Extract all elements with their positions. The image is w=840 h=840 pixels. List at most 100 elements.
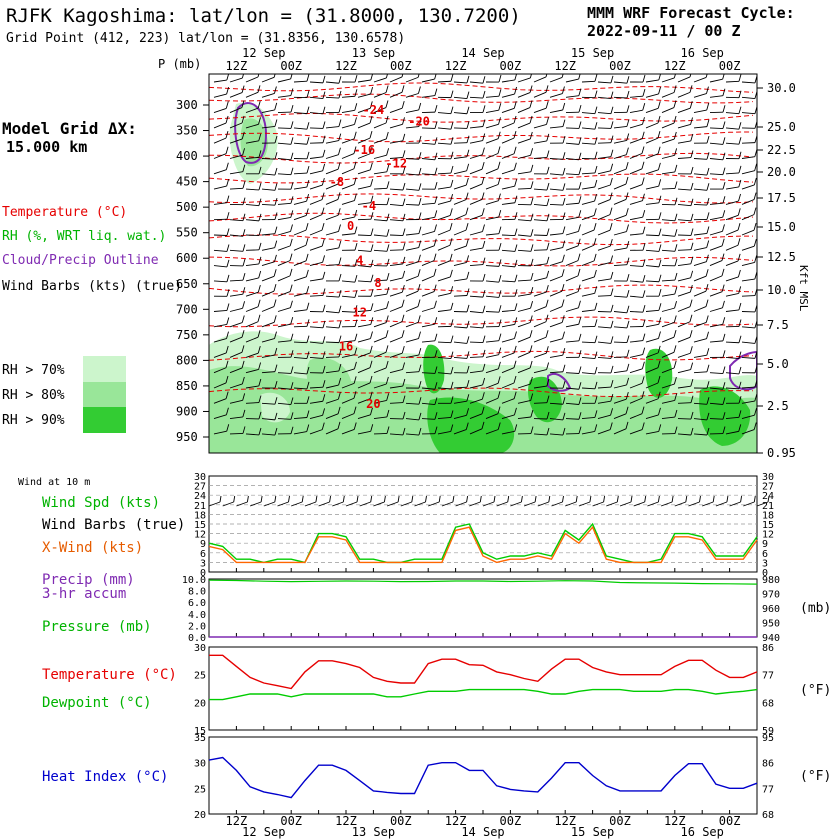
wind-barb-shaft xyxy=(213,93,227,98)
wind-barb-flag xyxy=(738,122,742,130)
wind-barb-flag xyxy=(562,152,566,160)
wind-barb-shaft xyxy=(565,323,579,328)
wind-barb-shaft xyxy=(741,356,755,359)
wind-barb-shaft xyxy=(517,187,532,190)
wind-barb-flag xyxy=(386,181,390,189)
top-tick-label: 12Z xyxy=(664,59,686,73)
wind-barb-flag xyxy=(578,397,582,405)
wind-barb-shaft xyxy=(277,142,291,145)
wind-barb-flag xyxy=(738,319,742,327)
wind-barb-flag xyxy=(562,412,566,421)
wind-barb-shaft xyxy=(421,323,435,328)
wind-barb-flag xyxy=(513,391,517,399)
wind-barb-shaft xyxy=(725,112,739,115)
wind-barb-shaft xyxy=(549,290,563,297)
left-tick-label: 3 xyxy=(200,558,206,569)
wind-barb-shaft xyxy=(693,290,707,297)
wind-barb-shaft xyxy=(709,95,723,98)
wind-barb-flag xyxy=(306,179,310,188)
wind-barb-flag xyxy=(306,396,310,404)
wind-barb-flag xyxy=(450,335,454,343)
wind-barb-shaft xyxy=(501,185,515,190)
wind-barb-flag xyxy=(418,152,422,160)
wind-barb-flag xyxy=(722,181,726,190)
wind-barb-flag xyxy=(226,331,229,339)
wind-barb-flag xyxy=(434,182,438,190)
wind-barb-flag xyxy=(305,223,309,231)
wind-barb-flag xyxy=(402,270,406,279)
wind-barb-shaft xyxy=(597,326,611,329)
wind-barb-shaft xyxy=(373,351,387,358)
wind-barb-flag xyxy=(561,254,565,262)
wind-barb-shaft xyxy=(405,233,419,236)
wind-barb-shaft xyxy=(453,127,468,129)
wind-barb-shaft xyxy=(261,354,275,358)
wind-barb-shaft xyxy=(309,214,323,221)
right-tick-label: 77 xyxy=(762,671,774,682)
wind-barb-flag xyxy=(610,255,614,263)
wind-barb-flag xyxy=(306,106,310,114)
wind-barb-flag xyxy=(657,375,661,384)
wind-barb-flag xyxy=(514,195,518,203)
wind-barb-shaft xyxy=(517,351,531,358)
wind-barb-shaft xyxy=(485,397,499,404)
bottom-tick-label: 12Z xyxy=(335,814,357,828)
wind-barb-shaft xyxy=(389,402,404,404)
wind-barb-shaft xyxy=(677,203,691,207)
wind-barb-flag xyxy=(417,284,421,292)
wind-barb-shaft xyxy=(309,261,323,267)
wind-barb-flag xyxy=(225,131,229,139)
wind-barb-shaft xyxy=(645,414,659,420)
wind-barb-shaft xyxy=(565,418,580,420)
wind-barb-shaft xyxy=(229,219,243,222)
wind-barb-shaft xyxy=(709,323,723,328)
wind-barb-flag xyxy=(242,181,246,189)
wind-barb-shaft xyxy=(661,383,675,389)
wind-barb-flag xyxy=(626,349,630,357)
bottom-tick-label: 12Z xyxy=(664,814,686,828)
wind-barb-10m-flag xyxy=(411,495,414,503)
wind-barb-10m xyxy=(688,501,700,507)
wind-barb-flag xyxy=(450,179,454,188)
wind-barb-flag xyxy=(754,255,757,263)
wind-barb-flag xyxy=(385,360,389,369)
wind-barb-flag xyxy=(322,320,326,328)
wind-barb-flag xyxy=(338,119,342,127)
wind-barb-shaft xyxy=(485,413,499,420)
wind-barb-flag xyxy=(386,287,390,295)
wind-barb-flag xyxy=(578,333,582,341)
wind-barb-10m-flag xyxy=(575,495,578,503)
wind-barb-flag xyxy=(610,394,614,402)
wind-barb-shaft xyxy=(485,95,499,98)
wind-barb-flag xyxy=(562,348,566,356)
wind-barb-flag xyxy=(306,351,310,359)
wind-barb-shaft xyxy=(629,413,643,420)
wind-barb-shaft xyxy=(325,168,339,175)
wind-barb-shaft xyxy=(613,247,627,251)
wind-barb-flag xyxy=(273,299,277,307)
wind-barb-shaft xyxy=(597,262,611,267)
left-tick-label: 18 xyxy=(194,510,206,521)
wind-barb-shaft xyxy=(709,202,723,205)
wind-barb-shaft xyxy=(613,125,627,129)
wind-barb-shaft xyxy=(533,277,547,282)
wind-barb-shaft xyxy=(677,336,691,343)
wind-barb-flag xyxy=(658,407,661,416)
wind-barb-shaft xyxy=(245,402,260,404)
wind-barb-flag xyxy=(289,268,293,276)
wind-barb-shaft xyxy=(373,416,387,420)
wind-barb-flag xyxy=(257,285,261,293)
wind-barb-shaft xyxy=(437,186,451,190)
wind-barb-shaft xyxy=(501,79,515,83)
wind-barb-shaft xyxy=(581,244,595,251)
wind-barb-shaft xyxy=(501,414,515,420)
wind-barb-flag xyxy=(642,347,646,355)
wind-barb-flag xyxy=(625,176,629,185)
wind-barb-shaft xyxy=(261,126,275,129)
wind-barb-shaft xyxy=(533,91,547,98)
wind-barb-flag xyxy=(545,330,549,338)
wind-barb-flag xyxy=(369,101,373,109)
wind-barb-shaft xyxy=(597,245,611,251)
wind-barb-flag xyxy=(546,411,550,420)
wind-barb-shaft xyxy=(709,307,723,312)
